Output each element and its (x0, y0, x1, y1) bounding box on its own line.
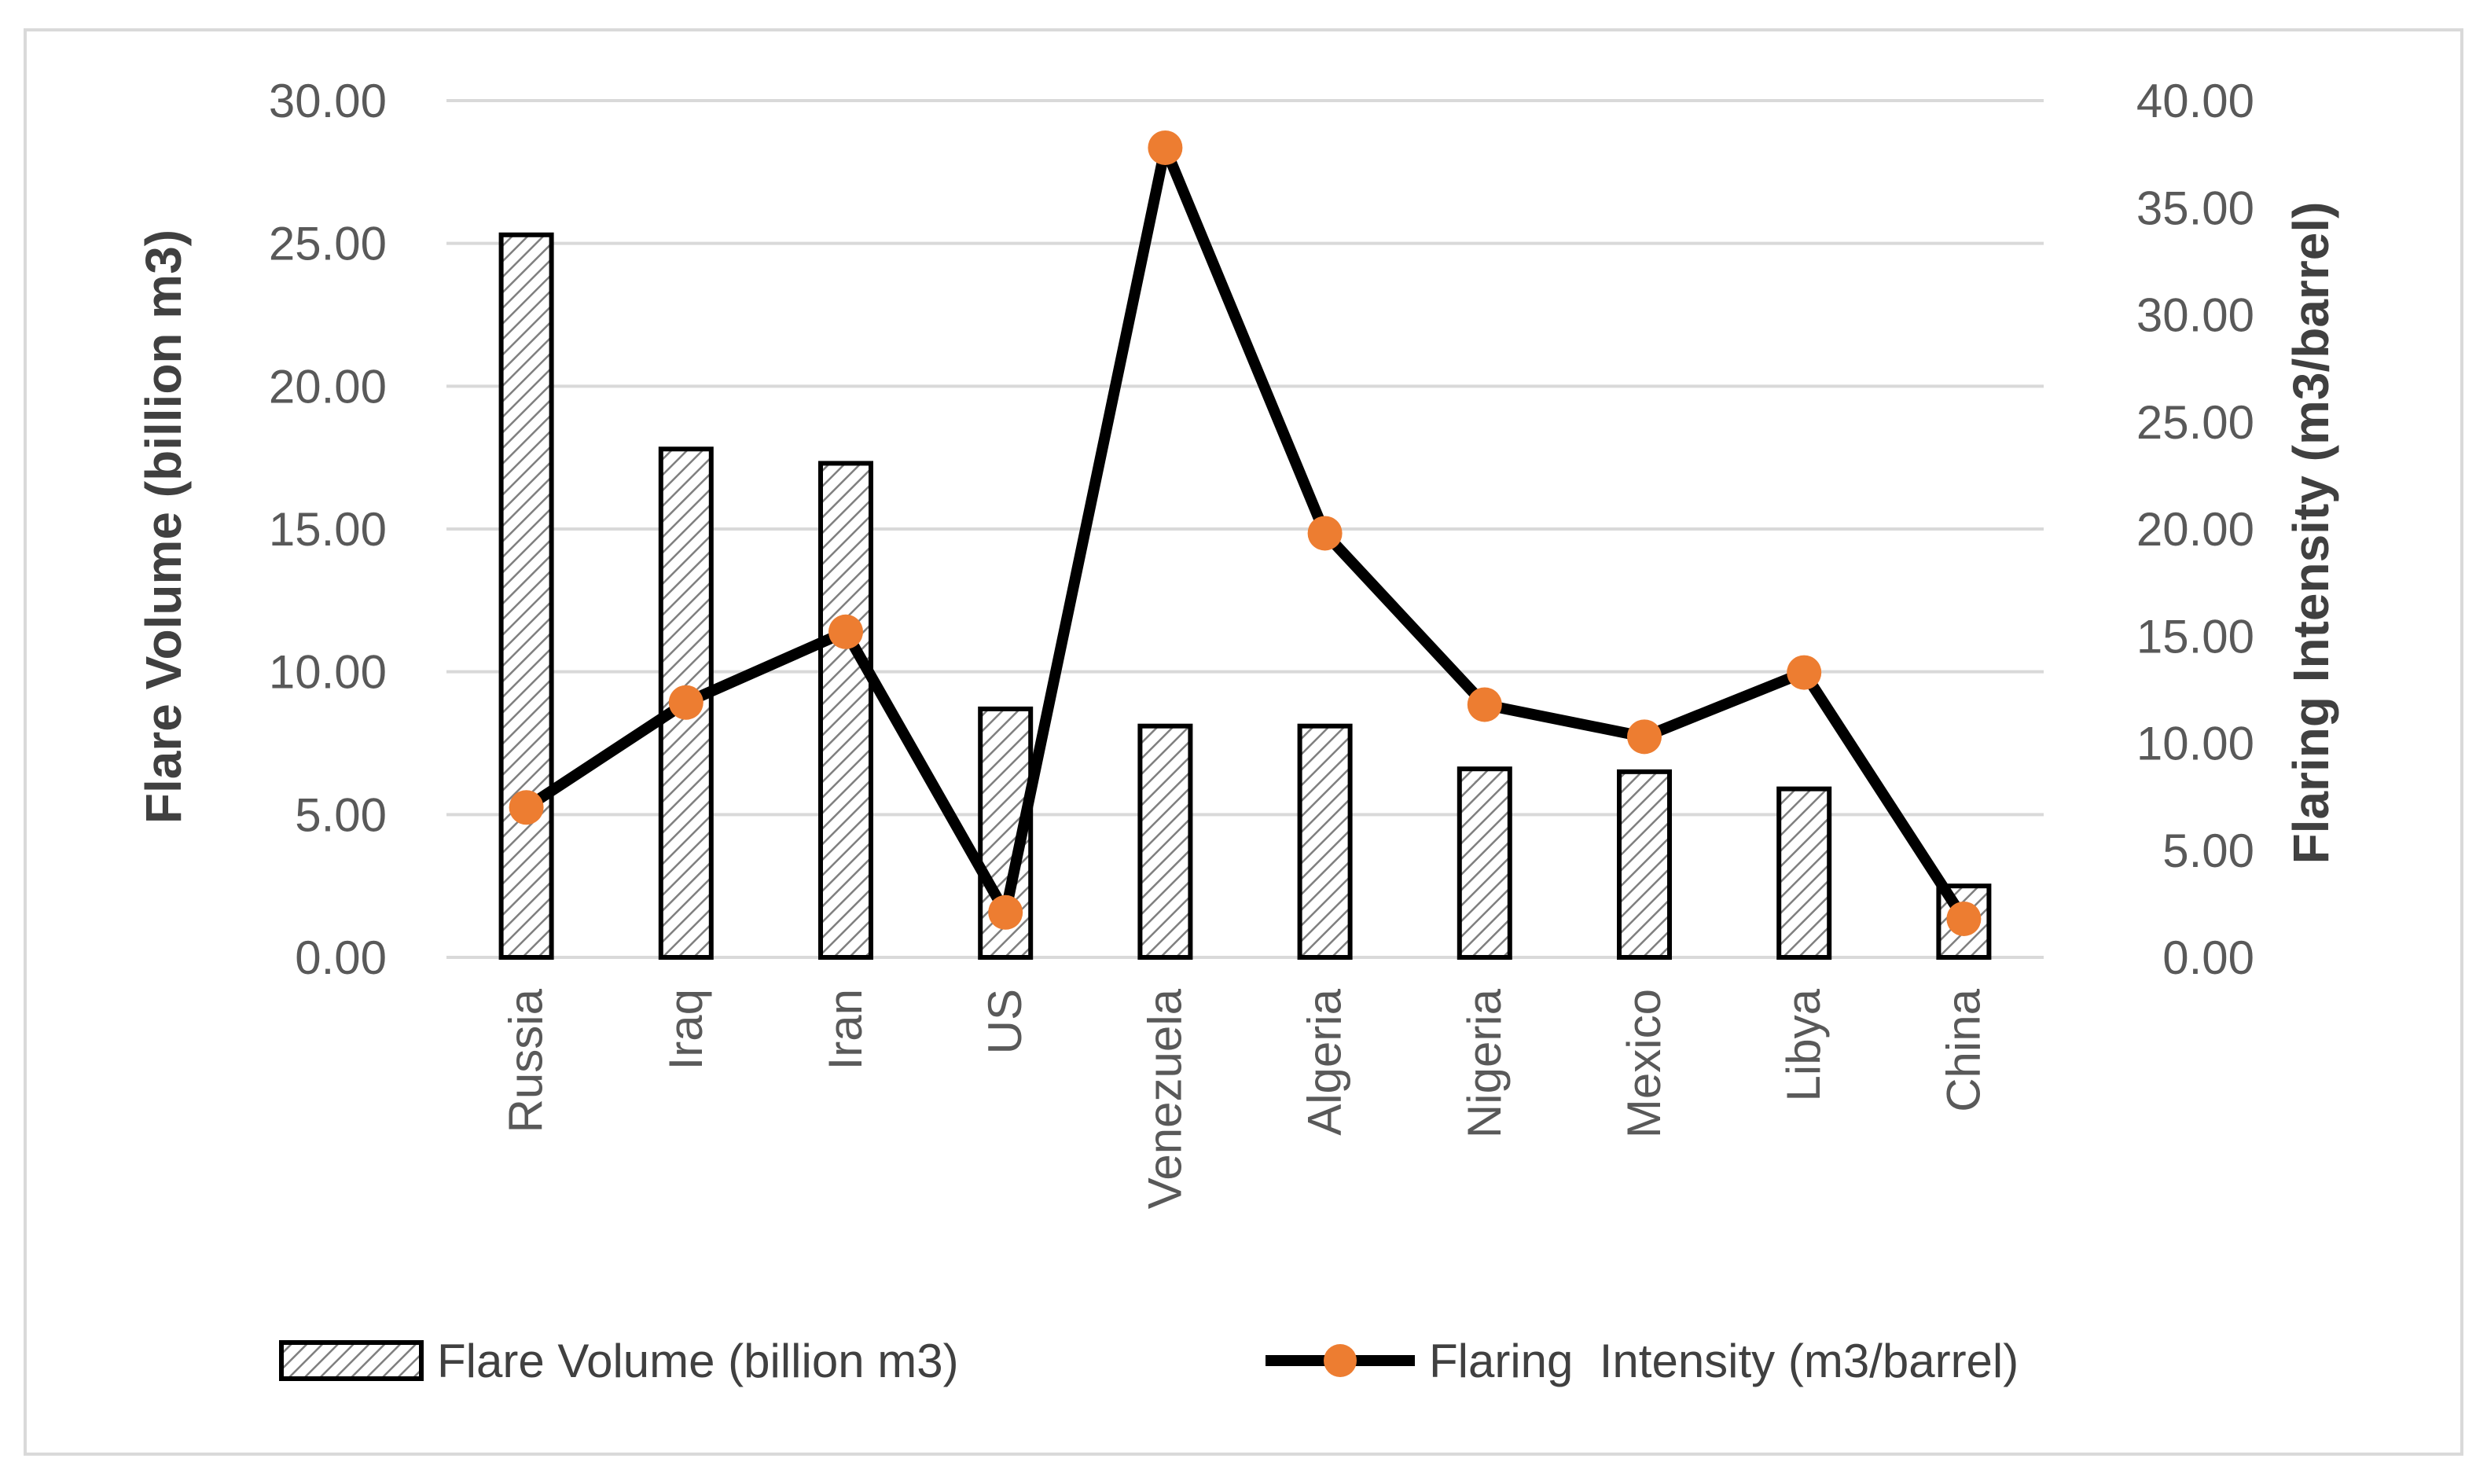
left-tick-label: 20.00 (269, 360, 387, 413)
right-tick-label: 25.00 (2136, 396, 2254, 449)
category-label: Nigeria (1458, 988, 1511, 1138)
left-tick-label: 0.00 (295, 931, 387, 984)
marker-iran (828, 614, 863, 649)
category-label: Iran (819, 989, 872, 1070)
left-tick-label: 30.00 (269, 75, 387, 127)
legend: Flare Volume (billion m3) Flaring Intens… (279, 1335, 2019, 1387)
bar-venezuela (1137, 723, 1193, 960)
bar-series-flare-volume (498, 232, 1992, 961)
category-label: Iraq (659, 989, 712, 1070)
right-tick-label: 5.00 (2162, 825, 2254, 877)
legend-bar-label: Flare Volume (billion m3) (437, 1335, 959, 1387)
marker-russia (509, 790, 544, 825)
bar-nigeria (1457, 766, 1512, 961)
category-label: Russia (500, 988, 553, 1133)
left-tick-label: 5.00 (295, 788, 387, 841)
marker-libya (1787, 655, 1822, 690)
category-label: Mexico (1618, 989, 1670, 1138)
legend-line-marker (1324, 1344, 1357, 1377)
right-tick-label: 0.00 (2162, 931, 2254, 984)
right-tick-label: 10.00 (2136, 718, 2254, 770)
line-series-flaring-intensity (509, 130, 1982, 936)
marker-nigeria (1467, 687, 1502, 722)
right-tick-label: 20.00 (2136, 503, 2254, 556)
left-tick-label: 10.00 (269, 646, 387, 699)
marker-venezuela (1148, 130, 1183, 165)
marker-mexico (1627, 719, 1662, 755)
category-label: US (979, 989, 1031, 1054)
left-tick-label: 25.00 (269, 218, 387, 270)
chart-border (24, 28, 2463, 1456)
category-label: Libya (1777, 988, 1830, 1101)
bar-russia (498, 232, 554, 960)
bar-libya (1776, 786, 1832, 961)
marker-algeria (1307, 516, 1343, 551)
category-label: Venezuela (1138, 988, 1191, 1209)
marker-us (988, 894, 1023, 930)
bar-iran (818, 461, 873, 960)
right-tick-label: 35.00 (2136, 182, 2254, 234)
right-axis-ticks: 0.00 5.00 10.00 15.00 20.00 25.00 30.00 35.00 40… (2136, 75, 2254, 984)
right-tick-label: 30.00 (2136, 289, 2254, 342)
category-labels: Russia Iraq Iran US Venezuela Algeria Nigeria M… (500, 988, 1990, 1209)
left-axis-ticks: 0.00 5.00 10.00 15.00 20.00 25.00 30.00 (269, 75, 387, 984)
bar-algeria (1297, 723, 1353, 960)
marker-iraq (668, 685, 703, 720)
category-label: Algeria (1299, 988, 1351, 1135)
right-tick-label: 15.00 (2136, 610, 2254, 663)
legend-bar-swatch (279, 1340, 424, 1381)
category-label: China (1937, 988, 1989, 1111)
bar-mexico (1617, 769, 1672, 960)
left-axis-title: Flare Volume (billion m3) (135, 230, 192, 824)
intensity-line (523, 141, 1969, 922)
right-tick-label: 40.00 (2136, 75, 2254, 127)
marker-china (1946, 901, 1982, 936)
right-axis-title: Flaring Intensity (m3/barrel) (2283, 202, 2339, 865)
left-tick-label: 15.00 (269, 503, 387, 556)
legend-line-label: Flaring Intensity (m3/barrel) (1429, 1335, 2019, 1387)
